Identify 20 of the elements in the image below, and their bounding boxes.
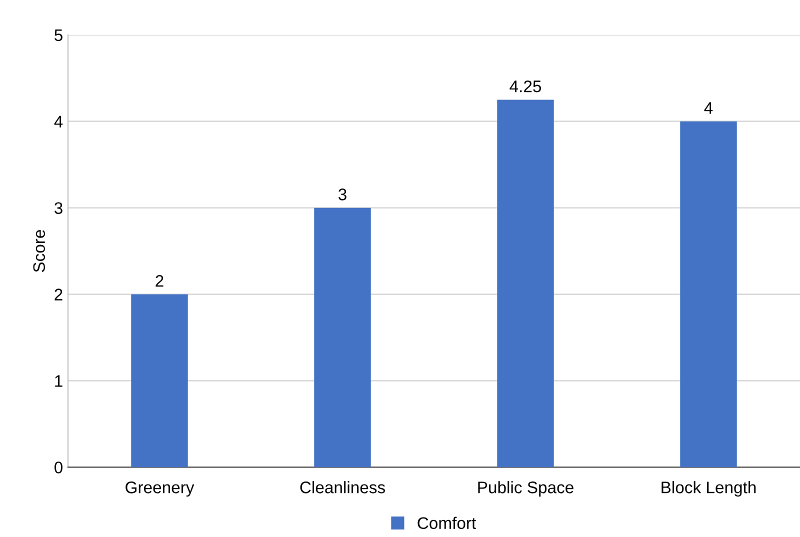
y-tick-label: 2 — [54, 288, 62, 300]
x-tick-label: Greenery — [126, 482, 194, 497]
bar — [131, 294, 188, 468]
y-tick-label: 4 — [54, 116, 63, 128]
bar — [680, 121, 737, 468]
bar — [314, 208, 371, 468]
y-tick-label: 3 — [54, 202, 62, 214]
y-tick-label: 0 — [54, 462, 62, 474]
legend-label: Comfort — [418, 516, 476, 530]
x-tick-label: Public Space — [478, 481, 574, 497]
data-label: 3 — [338, 188, 346, 200]
y-tick-label: 1 — [55, 375, 62, 387]
bar — [497, 100, 554, 468]
data-label: 2 — [156, 275, 164, 287]
y-axis-title: Score — [33, 230, 46, 272]
x-tick-label: Cleanliness — [300, 481, 385, 494]
data-label: 4 — [704, 102, 713, 114]
y-tick-label: 5 — [54, 29, 62, 42]
x-tick-label: Block Length — [662, 481, 756, 497]
data-label: 4.25 — [510, 80, 542, 92]
